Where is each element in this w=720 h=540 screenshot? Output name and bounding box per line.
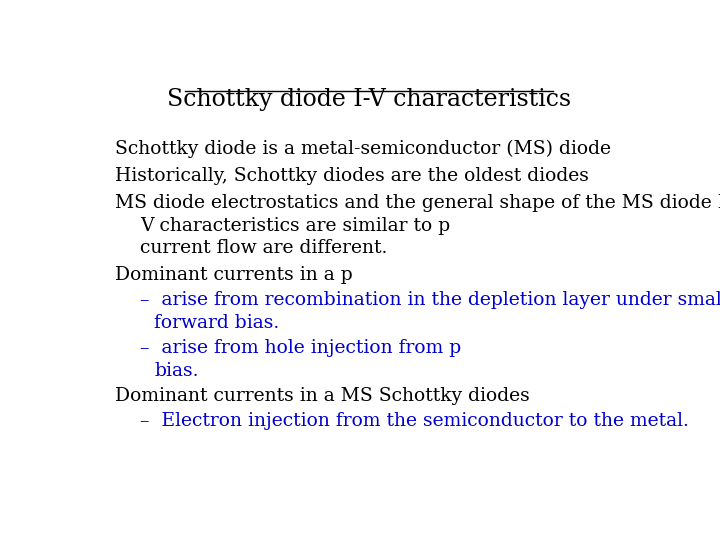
Text: MS diode electrostatics and the general shape of the MS diode I-: MS diode electrostatics and the general … xyxy=(115,194,720,212)
Text: Historically, Schottky diodes are the oldest diodes: Historically, Schottky diodes are the ol… xyxy=(115,167,589,185)
Text: V characteristics are similar to p: V characteristics are similar to p xyxy=(140,217,451,234)
Text: Dominant currents in a p: Dominant currents in a p xyxy=(115,266,353,285)
Text: Schottky diode I-V characteristics: Schottky diode I-V characteristics xyxy=(167,87,571,111)
Text: Dominant currents in a MS Schottky diodes: Dominant currents in a MS Schottky diode… xyxy=(115,387,530,405)
Text: current flow are different.: current flow are different. xyxy=(140,239,387,258)
Text: forward bias.: forward bias. xyxy=(154,314,279,332)
Text: –  Electron injection from the semiconductor to the metal.: – Electron injection from the semiconduc… xyxy=(140,412,689,430)
Text: Schottky diode is a metal-semiconductor (MS) diode: Schottky diode is a metal-semiconductor … xyxy=(115,140,611,158)
Text: –  arise from recombination in the depletion layer under small: – arise from recombination in the deplet… xyxy=(140,292,720,309)
Text: bias.: bias. xyxy=(154,362,199,380)
Text: –  arise from hole injection from p: – arise from hole injection from p xyxy=(140,339,462,357)
